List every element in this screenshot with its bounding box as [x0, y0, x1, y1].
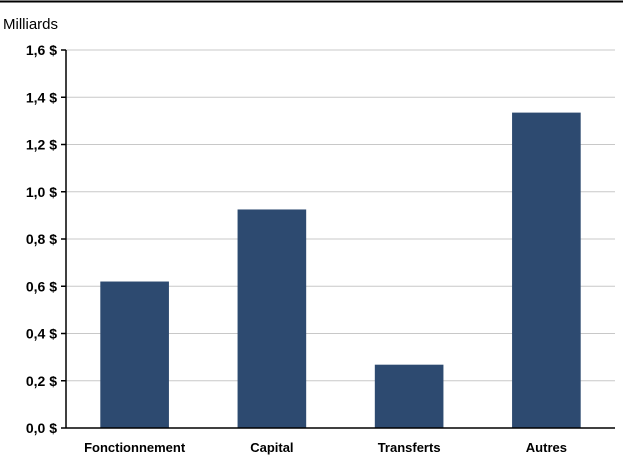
- y-tick-label-4: 0,8 $: [26, 231, 57, 247]
- bar-capital: [237, 209, 307, 428]
- x-tick-label-transferts: Transferts: [378, 440, 441, 455]
- y-tick-labels: 0,0 $ 0,2 $ 0,4 $ 0,6 $ 0,8 $ 1,0 $ 1,2 $ 1,4 $…: [26, 42, 57, 436]
- y-tick-label-6: 1,2 $: [26, 137, 57, 153]
- y-tick-label-2: 0,4 $: [26, 326, 57, 342]
- x-tick-label-fonctionnement: Fonctionnement: [84, 440, 186, 455]
- x-tick-label-autres: Autres: [526, 440, 567, 455]
- bars: [100, 112, 581, 428]
- bar-fonctionnement: [100, 281, 169, 428]
- x-tick-label-capital: Capital: [250, 440, 293, 455]
- y-unit-label: Milliards: [3, 16, 58, 33]
- x-tick-labels: Fonctionnement Capital Transferts Autres: [84, 440, 567, 455]
- y-tick-label-8: 1,6 $: [26, 42, 57, 58]
- y-tick-label-1: 0,2 $: [26, 373, 57, 389]
- axes: [61, 49, 615, 429]
- bar-transferts: [374, 364, 444, 428]
- y-tick-label-5: 1,0 $: [26, 184, 57, 200]
- y-tick-label-0: 0,0 $: [26, 420, 57, 436]
- y-tick-label-7: 1,4 $: [26, 89, 57, 105]
- y-tick-label-3: 0,6 $: [26, 278, 57, 294]
- bar-autres: [512, 112, 581, 428]
